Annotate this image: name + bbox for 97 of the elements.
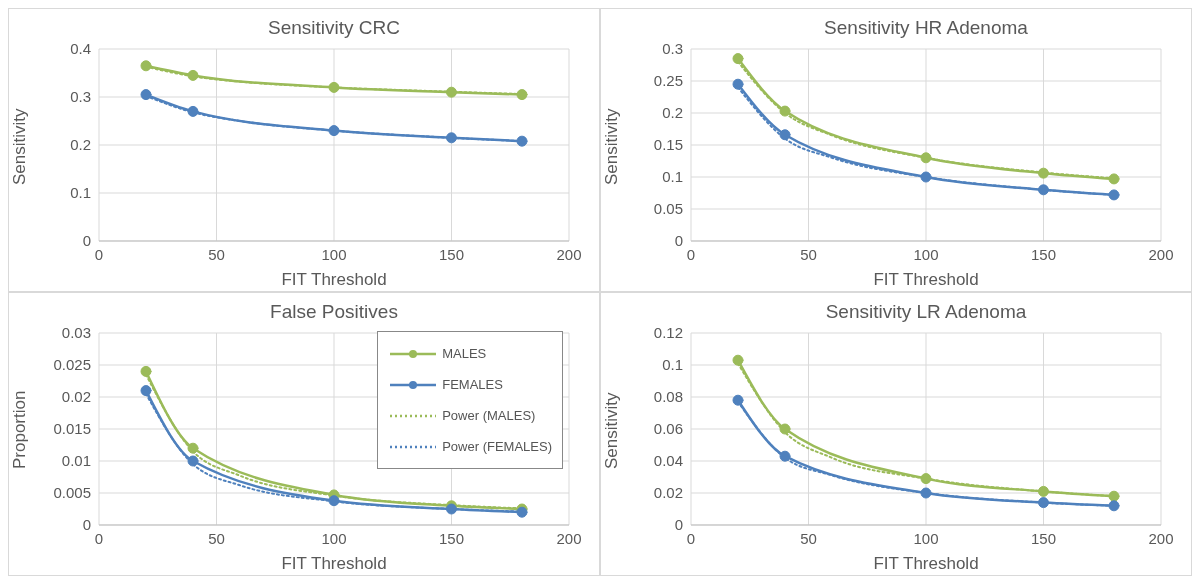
point: [779, 450, 791, 462]
x-tick-label: 100: [913, 245, 939, 263]
x-tick-label: 0: [94, 245, 104, 263]
chart-title: Sensitivity HR Adenoma: [824, 17, 1028, 38]
y-tick-label: 0.005: [53, 484, 91, 502]
x-tick-label: 150: [438, 529, 465, 547]
point: [187, 455, 199, 467]
point: [920, 171, 932, 183]
x-tick-label: 200: [1148, 245, 1174, 263]
point: [732, 78, 744, 90]
y-tick-label: 0.03: [61, 324, 91, 342]
y-tick-label: 0.04: [653, 452, 683, 470]
point: [1108, 500, 1120, 512]
point: [1108, 173, 1120, 185]
x-tick-label: 150: [438, 245, 465, 263]
y-tick-label: 0.1: [662, 356, 683, 374]
y-tick-label: 0: [82, 232, 91, 250]
y-tick-label: 0: [82, 516, 91, 534]
y-tick-label: 0.1: [70, 184, 91, 202]
y-tick-label: 0.025: [53, 356, 91, 374]
chart-title: Sensitivity LR Adenoma: [825, 301, 1027, 322]
x-tick-label: 100: [913, 529, 939, 547]
y-tick-label: 0.06: [653, 420, 683, 438]
y-tick-label: 0.05: [653, 200, 683, 218]
legend-label: MALES: [442, 346, 487, 361]
point: [187, 69, 199, 81]
y-axis-title: Proportion: [10, 390, 30, 469]
point: [732, 53, 744, 65]
point: [140, 60, 152, 72]
point: [140, 365, 152, 377]
point: [328, 125, 340, 137]
y-axis-title: Sensitivity: [602, 107, 622, 185]
x-axis-title: FIT Threshold: [281, 270, 387, 289]
point: [779, 423, 791, 435]
x-tick-label: 50: [800, 245, 817, 263]
y-tick-label: 0.02: [653, 484, 683, 502]
x-tick-label: 200: [1148, 529, 1174, 547]
x-tick-label: 50: [800, 529, 817, 547]
x-tick-label: 150: [1030, 529, 1057, 547]
point: [1038, 497, 1049, 509]
point: [920, 487, 932, 499]
chart-title: False Positives: [270, 301, 398, 322]
point: [1038, 167, 1049, 179]
point: [140, 385, 152, 397]
point: [187, 442, 199, 454]
y-tick-label: 0.1: [662, 168, 683, 186]
x-tick-label: 200: [556, 529, 582, 547]
x-tick-label: 0: [94, 529, 104, 547]
x-axis-title: FIT Threshold: [873, 554, 979, 573]
point: [140, 89, 152, 101]
point: [1038, 485, 1049, 497]
point: [732, 354, 744, 366]
point: [920, 473, 932, 485]
x-tick-label: 0: [686, 529, 696, 547]
y-tick-label: 0.12: [653, 324, 683, 342]
y-tick-label: 0.015: [53, 420, 91, 438]
x-tick-label: 50: [208, 245, 225, 263]
point: [328, 495, 340, 507]
legend-label: Power (MALES): [442, 408, 536, 423]
legend-label: Power (FEMALES): [442, 439, 552, 454]
y-tick-label: 0.2: [662, 104, 683, 122]
y-tick-label: 0: [674, 516, 683, 534]
point: [1108, 189, 1120, 201]
point: [732, 394, 744, 406]
y-tick-label: 0.2: [70, 136, 91, 154]
point: [920, 152, 932, 164]
x-tick-label: 0: [686, 245, 696, 263]
point: [1108, 490, 1120, 502]
point: [516, 135, 528, 147]
y-tick-label: 0.08: [653, 388, 683, 406]
point: [779, 129, 791, 141]
x-axis-title: FIT Threshold: [873, 270, 979, 289]
y-tick-label: 0.02: [61, 388, 91, 406]
point: [516, 89, 528, 101]
point: [446, 132, 457, 144]
y-tick-label: 0.3: [70, 88, 91, 106]
chart-title: Sensitivity CRC: [268, 17, 400, 38]
x-tick-label: 100: [321, 529, 347, 547]
y-tick-label: 0.3: [662, 40, 683, 58]
y-tick-label: 0.01: [61, 452, 91, 470]
point: [328, 81, 340, 93]
x-tick-label: 200: [556, 245, 582, 263]
y-tick-label: 0: [674, 232, 683, 250]
x-tick-label: 50: [208, 529, 225, 547]
legend-label: FEMALES: [442, 377, 503, 392]
y-tick-label: 0.4: [70, 40, 91, 58]
y-tick-label: 0.15: [653, 136, 683, 154]
y-axis-title: Sensitivity: [602, 391, 622, 469]
y-tick-label: 0.25: [653, 72, 683, 90]
point: [187, 105, 199, 117]
x-tick-label: 100: [321, 245, 347, 263]
x-axis-title: FIT Threshold: [281, 554, 387, 573]
point: [1038, 184, 1049, 196]
point: [446, 86, 457, 98]
x-tick-label: 150: [1030, 245, 1057, 263]
point: [779, 105, 791, 117]
y-axis-title: Sensitivity: [10, 107, 30, 185]
